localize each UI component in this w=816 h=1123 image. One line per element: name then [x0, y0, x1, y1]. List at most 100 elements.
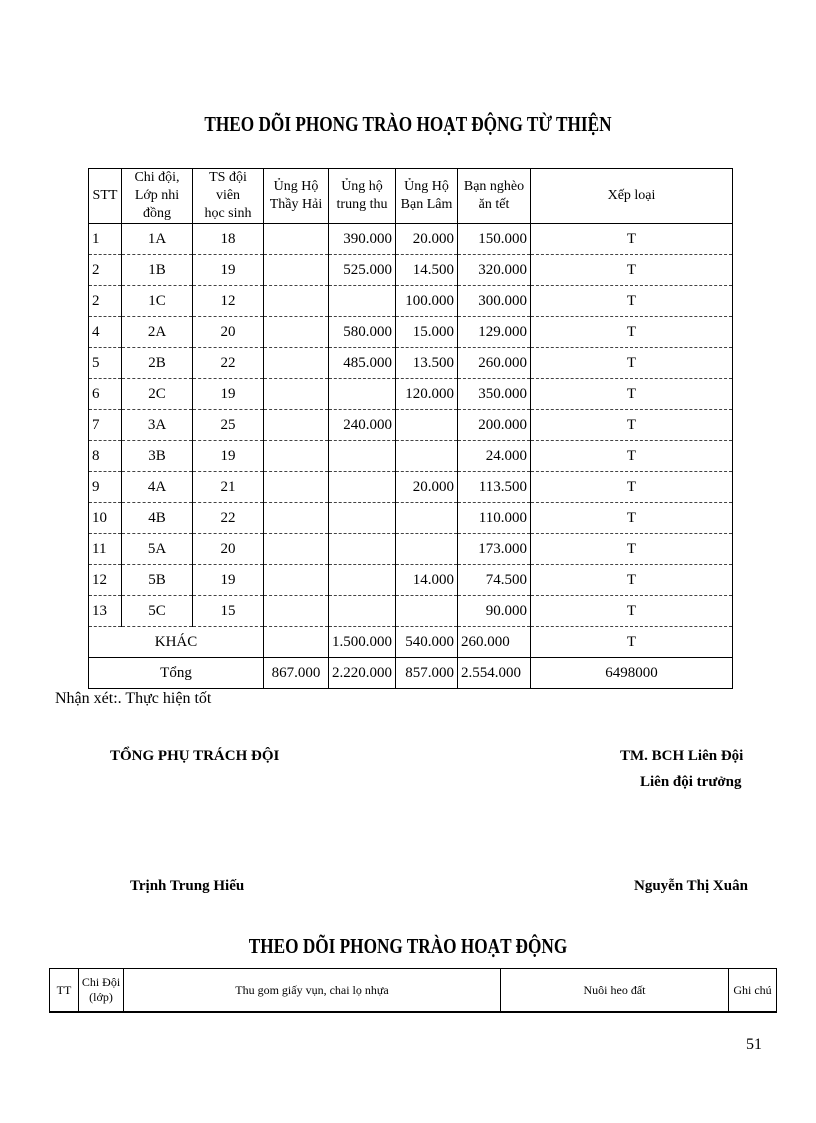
table-cell: 540.000: [395, 626, 458, 658]
table-cell: 2: [88, 254, 122, 286]
table-cell: 1: [88, 223, 122, 255]
table-cell: 525.000: [328, 254, 396, 286]
table-cell: 3B: [121, 440, 193, 472]
table-cell: 8: [88, 440, 122, 472]
table-row: 13 5C 15 90.000 T: [88, 595, 733, 627]
sign-right-title: TM. BCH Liên Đội: [620, 748, 744, 764]
page-title: THEO DÕI PHONG TRÀO HOẠT ĐỘNG TỪ THIỆN: [204, 112, 612, 136]
table-cell: T: [530, 564, 733, 596]
table-cell: [263, 471, 329, 503]
table-cell: [328, 533, 396, 565]
table-cell: 12: [192, 285, 264, 317]
table-cell: [328, 502, 396, 534]
table-cell: [395, 595, 458, 627]
table-cell: [395, 409, 458, 441]
sign-left-name: Trịnh Trung Hiếu: [130, 878, 245, 894]
table-cell: [395, 502, 458, 534]
column-header: Chi Đội (lớp): [78, 968, 124, 1013]
table-row: 12 5B 19 14.000 74.500 T: [88, 564, 733, 596]
table-row: 2 1C 12 100.000 300.000 T: [88, 285, 733, 317]
table-cell: 21: [192, 471, 264, 503]
table-cell: 5B: [121, 564, 193, 596]
table-cell: 6: [88, 378, 122, 410]
table-row: 6 2C 19 120.000 350.000 T: [88, 378, 733, 410]
table-cell: [263, 595, 329, 627]
table-row: 10 4B 22 110.000 T: [88, 502, 733, 534]
table-cell: 25: [192, 409, 264, 441]
column-header: Ghi chú: [728, 968, 777, 1013]
column-header: Ủng Hộ Bạn Lâm: [395, 168, 458, 224]
table-cell: 19: [192, 440, 264, 472]
table-cell: [395, 440, 458, 472]
table-row: 4 2A 20 580.000 15.000 129.000 T: [88, 316, 733, 348]
table-cell: 240.000: [328, 409, 396, 441]
charity-table: STT Chi đội, Lớp nhi đồng TS đội viên học …: [88, 168, 733, 689]
table-cell: 1.500.000: [328, 626, 396, 658]
table-cell: [263, 626, 329, 658]
table-cell: 5C: [121, 595, 193, 627]
column-header: TT: [49, 968, 79, 1013]
table-cell: T: [530, 409, 733, 441]
table-cell: 24.000: [457, 440, 531, 472]
header-row: STT Chi đội, Lớp nhi đồng TS đội viên học …: [88, 168, 733, 224]
table-cell: 110.000: [457, 502, 531, 534]
total-row: Tổng 867.000 2.220.000 857.000 2.554.000 6498…: [88, 657, 733, 689]
table-cell: T: [530, 626, 733, 658]
table-cell: 11: [88, 533, 122, 565]
table-cell: [395, 533, 458, 565]
table-row: 11 5A 20 173.000 T: [88, 533, 733, 565]
table-cell: 120.000: [395, 378, 458, 410]
table-cell: 22: [192, 502, 264, 534]
table-cell: 2: [88, 285, 122, 317]
table-cell: 1A: [121, 223, 193, 255]
table-cell: 19: [192, 254, 264, 286]
table-cell: 14.000: [395, 564, 458, 596]
table-cell: 4B: [121, 502, 193, 534]
page-number: 51: [746, 1036, 762, 1053]
table-cell: [263, 409, 329, 441]
column-header: Ủng Hộ Thầy Hải: [263, 168, 329, 224]
table-cell: T: [530, 378, 733, 410]
table-cell: [263, 378, 329, 410]
table-cell: 20: [192, 316, 264, 348]
comment: Nhận xét:. Thực hiện tốt: [55, 690, 212, 707]
column-header: Xếp loại: [530, 168, 733, 224]
table-cell: 19: [192, 378, 264, 410]
table-cell: 18: [192, 223, 264, 255]
table-cell: 857.000: [395, 657, 458, 689]
table-cell: [328, 471, 396, 503]
table-cell: T: [530, 223, 733, 255]
table-cell: T: [530, 533, 733, 565]
table-row: 2 1B 19 525.000 14.500 320.000 T: [88, 254, 733, 286]
table-cell: T: [530, 595, 733, 627]
table-cell: 260.000: [457, 347, 531, 379]
table-cell: 2.554.000: [457, 657, 531, 689]
table-cell: 15: [192, 595, 264, 627]
table-cell: [263, 440, 329, 472]
table-row: 5 2B 22 485.000 13.500 260.000 T: [88, 347, 733, 379]
table-row: 9 4A 21 20.000 113.500 T: [88, 471, 733, 503]
table-cell: T: [530, 502, 733, 534]
table-cell: [263, 564, 329, 596]
activity-table: TT Chi Đội (lớp) Thu gom giấy vụn, chai lọ…: [49, 968, 777, 1013]
table-cell: [263, 533, 329, 565]
table-cell: 320.000: [457, 254, 531, 286]
table-cell: 350.000: [457, 378, 531, 410]
table-cell: 2A: [121, 316, 193, 348]
table-cell: [328, 285, 396, 317]
table-cell: 90.000: [457, 595, 531, 627]
table-cell: 867.000: [263, 657, 329, 689]
table-cell: 15.000: [395, 316, 458, 348]
table-cell: 13.500: [395, 347, 458, 379]
table-cell: 6498000: [530, 657, 733, 689]
table-cell: [263, 223, 329, 255]
sign-right-name: Nguyễn Thị Xuân: [634, 878, 748, 894]
table-row: 1 1A 18 390.000 20.000 150.000 T: [88, 223, 733, 255]
table-cell: [328, 564, 396, 596]
table-cell: 2C: [121, 378, 193, 410]
table-cell: 300.000: [457, 285, 531, 317]
table-cell: [328, 378, 396, 410]
header-row: TT Chi Đội (lớp) Thu gom giấy vụn, chai lọ…: [49, 968, 777, 1013]
table-cell: 150.000: [457, 223, 531, 255]
